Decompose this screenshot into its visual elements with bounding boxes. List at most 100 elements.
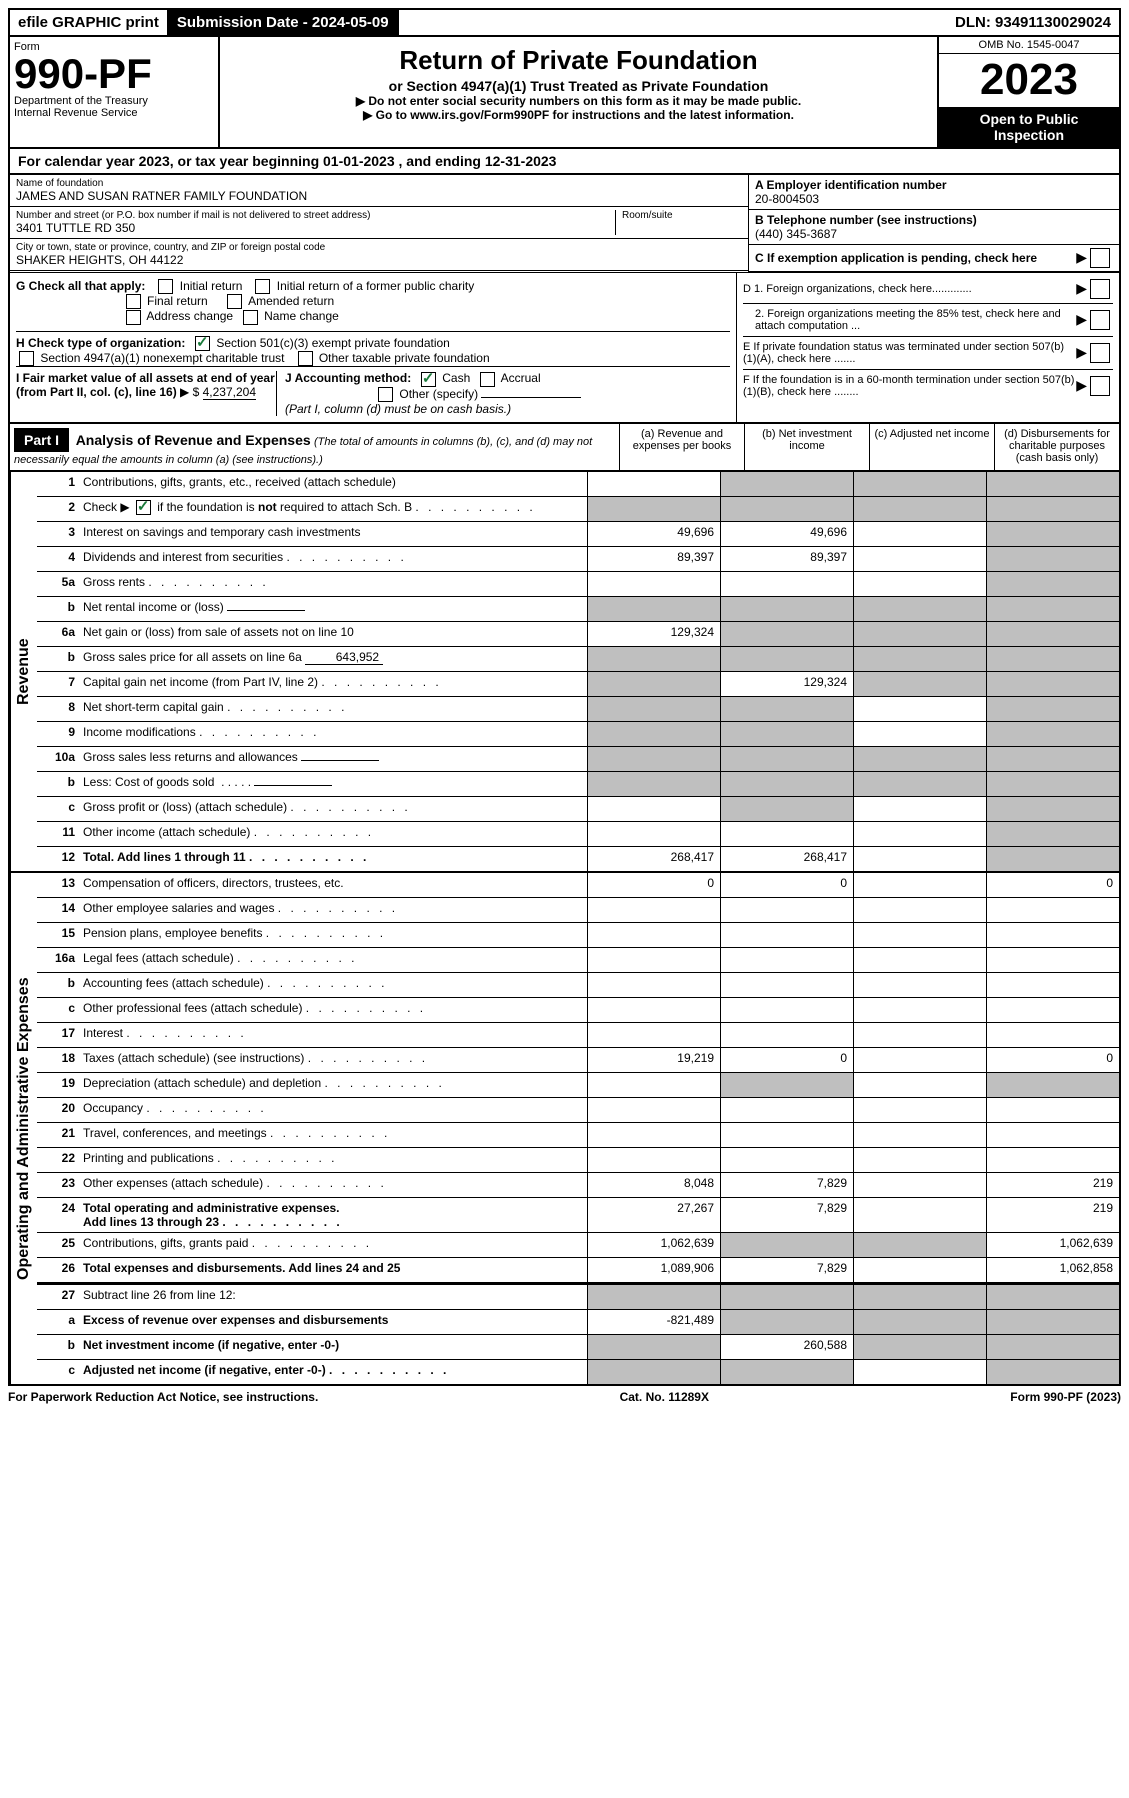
line-num: b [37,772,79,796]
line-num: a [37,1310,79,1334]
line-19-desc: Depreciation (attach schedule) and deple… [79,1073,587,1097]
schb-checkbox[interactable] [136,500,151,515]
cell-18a: 19,219 [587,1048,720,1072]
arrow-icon: ▶ [1076,377,1087,394]
cell-26b: 7,829 [720,1258,853,1282]
line-24-desc: Total operating and administrative expen… [79,1198,587,1232]
line-num: 14 [37,898,79,922]
line-num: 22 [37,1148,79,1172]
j-accrual-checkbox[interactable] [480,372,495,387]
h-501c3-checkbox[interactable] [195,336,210,351]
line-num: 1 [37,472,79,496]
j-other-checkbox[interactable] [378,387,393,402]
line-num: 20 [37,1098,79,1122]
final-return-label: Final return [147,294,208,308]
j-cash-checkbox[interactable] [421,372,436,387]
line-23-desc: Other expenses (attach schedule) [79,1173,587,1197]
cell-4b: 89,397 [720,547,853,571]
line-num: 27 [37,1285,79,1309]
h-label: H Check type of organization: [16,336,185,350]
name-change-checkbox[interactable] [243,310,258,325]
room-label: Room/suite [622,210,742,221]
line-11-desc: Other income (attach schedule) [79,822,587,846]
d2-checkbox[interactable] [1090,310,1110,330]
h-other-checkbox[interactable] [298,351,313,366]
goto-link[interactable]: ▶ Go to www.irs.gov/Form990PF for instru… [226,108,931,122]
line-14-desc: Other employee salaries and wages [79,898,587,922]
efile-link[interactable]: efile GRAPHIC print [10,10,169,35]
entity-info: Name of foundation JAMES AND SUSAN RATNE… [8,175,1121,272]
c-label: C If exemption application is pending, c… [755,251,1076,265]
line-16c-desc: Other professional fees (attach schedule… [79,998,587,1022]
line-6b-desc: Gross sales price for all assets on line… [79,647,587,671]
line-5a-desc: Gross rents [79,572,587,596]
part1-title: Analysis of Revenue and Expenses [76,432,311,448]
form-number: 990-PF [14,53,214,95]
cell-18b: 0 [720,1048,853,1072]
line-16a-desc: Legal fees (attach schedule) [79,948,587,972]
line-27b-desc: Net investment income (if negative, ente… [79,1335,587,1359]
arrow-icon: ▶ [1076,249,1087,266]
line-10c-desc: Gross profit or (loss) (attach schedule) [79,797,587,821]
line-2-desc: Check ▶ if the foundation is not require… [79,497,587,521]
cell-4a: 89,397 [587,547,720,571]
line-25-desc: Contributions, gifts, grants paid [79,1233,587,1257]
d1-checkbox[interactable] [1090,279,1110,299]
g-label: G Check all that apply: [16,279,145,293]
line-num: 15 [37,923,79,947]
final-return-checkbox[interactable] [126,294,141,309]
city-state-zip: SHAKER HEIGHTS, OH 44122 [16,253,742,267]
line-9-desc: Income modifications [79,722,587,746]
cell-13b: 0 [720,873,853,897]
f-checkbox[interactable] [1090,376,1110,396]
line-10a-desc: Gross sales less returns and allowances [79,747,587,771]
irs-label: Internal Revenue Service [14,107,214,119]
line-15-desc: Pension plans, employee benefits [79,923,587,947]
line-num: 6a [37,622,79,646]
line-26-desc: Total expenses and disbursements. Add li… [79,1258,587,1282]
arrow-icon: ▶ [1076,311,1087,328]
cell-13a: 0 [587,873,720,897]
cell-26a: 1,089,906 [587,1258,720,1282]
j-accrual-label: Accrual [501,371,541,385]
line-18-desc: Taxes (attach schedule) (see instruction… [79,1048,587,1072]
street-address: 3401 TUTTLE RD 350 [16,221,615,235]
initial-former-label: Initial return of a former public charit… [277,279,474,293]
calendar-year-line: For calendar year 2023, or tax year begi… [8,149,1121,175]
submission-date: Submission Date - 2024-05-09 [169,10,399,35]
c-checkbox[interactable] [1090,248,1110,268]
j-other-label: Other (specify) [399,387,478,401]
cell-24a: 27,267 [587,1198,720,1232]
e-checkbox[interactable] [1090,343,1110,363]
tax-year: 2023 [939,54,1119,107]
line-13-desc: Compensation of officers, directors, tru… [79,873,587,897]
checks-section: G Check all that apply: Initial return I… [8,272,1121,424]
address-change-checkbox[interactable] [126,310,141,325]
cell-18d: 0 [986,1048,1119,1072]
name-change-label: Name change [264,309,339,323]
initial-return-checkbox[interactable] [158,279,173,294]
footer-left: For Paperwork Reduction Act Notice, see … [8,1390,318,1404]
line-num: 5a [37,572,79,596]
amended-return-checkbox[interactable] [227,294,242,309]
line-num: 18 [37,1048,79,1072]
line-num: b [37,597,79,621]
col-d-header: (d) Disbursements for charitable purpose… [994,424,1119,470]
d1-label: D 1. Foreign organizations, check here..… [743,283,1076,295]
cell-3b: 49,696 [720,522,853,546]
arrow-icon: ▶ [1076,280,1087,297]
line-num: 19 [37,1073,79,1097]
line-27a-desc: Excess of revenue over expenses and disb… [79,1310,587,1334]
cell-23d: 219 [986,1173,1119,1197]
line-num: 4 [37,547,79,571]
cell-27a: -821,489 [587,1310,720,1334]
initial-former-checkbox[interactable] [255,279,270,294]
line-num: 24 [37,1198,79,1232]
name-label: Name of foundation [16,178,742,189]
line-num: b [37,647,79,671]
j-cash-label: Cash [442,371,470,385]
line-num: 25 [37,1233,79,1257]
city-label: City or town, state or province, country… [16,242,742,253]
form-header: Form 990-PF Department of the Treasury I… [8,37,1121,149]
h-4947-checkbox[interactable] [19,351,34,366]
